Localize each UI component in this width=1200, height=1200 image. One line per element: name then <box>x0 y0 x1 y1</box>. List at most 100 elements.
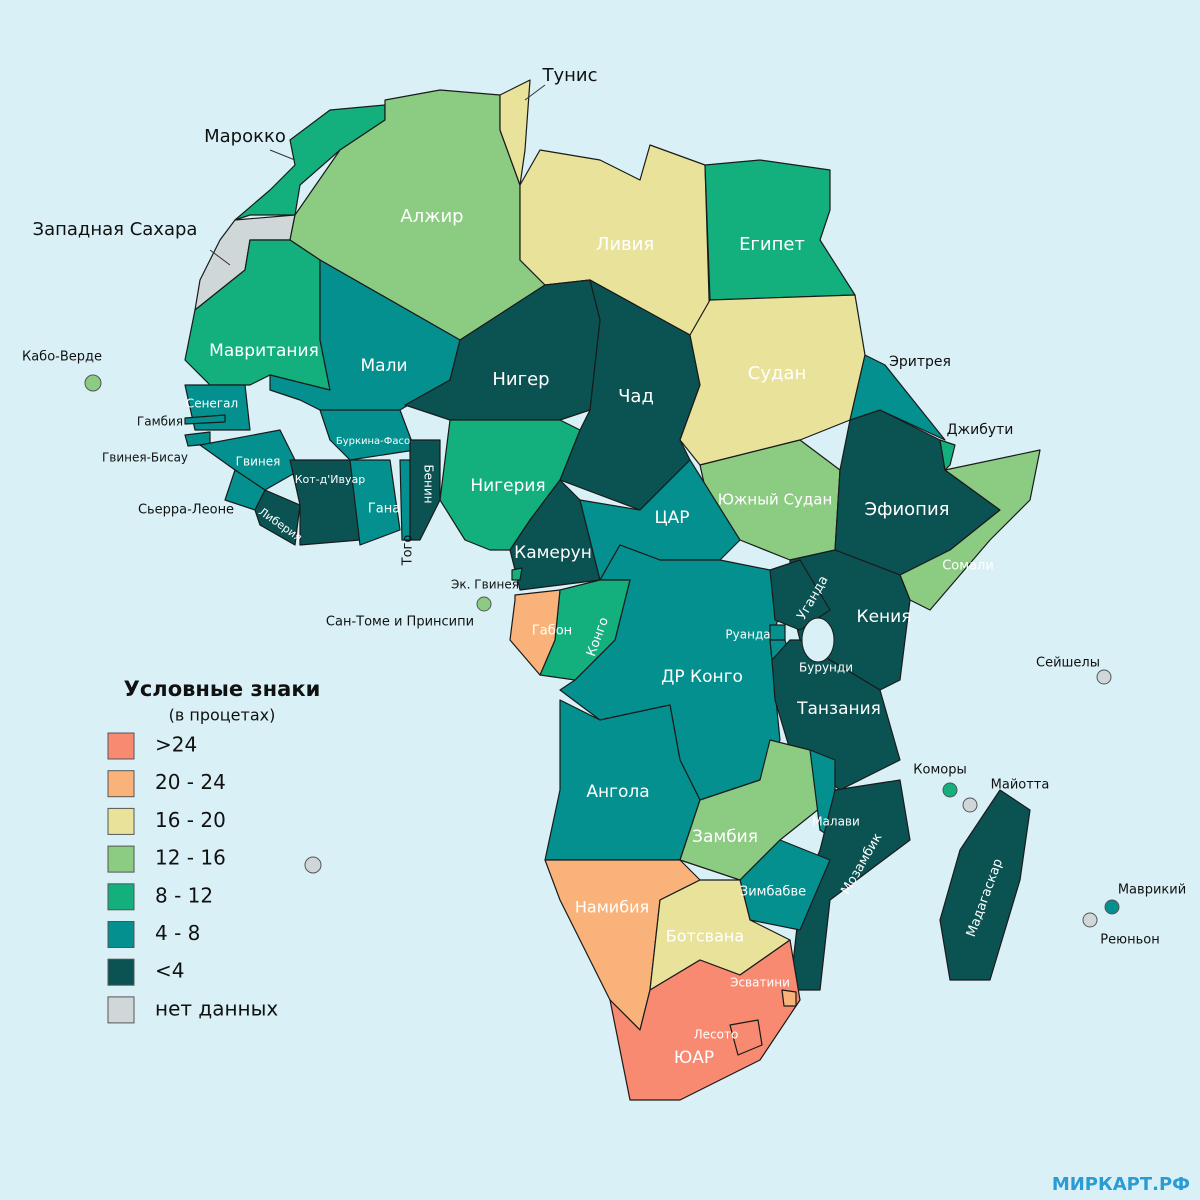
country-label: Южный Судан <box>718 491 833 509</box>
country-label: Коморы <box>913 763 966 778</box>
island <box>962 797 978 813</box>
country <box>184 239 331 391</box>
legend: Условные знаки (в процетах) >24 20 - 24 16… <box>107 677 321 1024</box>
country-label: Сан-Томе и Принсипи <box>326 615 474 630</box>
leader-line <box>209 249 231 266</box>
country <box>769 624 786 641</box>
country-label: Гвинея <box>236 455 281 469</box>
country <box>499 79 531 186</box>
country-label: Маврикий <box>1118 883 1186 898</box>
country-label: Лесото <box>694 1028 739 1042</box>
legend-swatch <box>107 732 135 760</box>
country-label: Нигер <box>492 369 549 390</box>
country-label: Бурунди <box>799 661 853 675</box>
country-label: Танзания <box>796 699 881 719</box>
country <box>199 429 301 491</box>
island <box>84 374 102 392</box>
legend-label: <4 <box>155 959 184 983</box>
legend-label: >24 <box>155 733 197 757</box>
legend-swatch <box>107 807 135 835</box>
country-label: Эритрея <box>889 354 951 370</box>
country <box>939 789 1031 981</box>
country <box>404 279 601 421</box>
legend-subtitle: (в процетах) <box>169 706 276 725</box>
country-label: Реюньон <box>1100 933 1159 948</box>
country-label: Мали <box>361 356 408 376</box>
country-label: Бенин <box>422 464 436 503</box>
country <box>609 939 801 1101</box>
legend-swatch <box>107 996 135 1024</box>
country-label: Руанда <box>725 628 770 642</box>
lake-victoria <box>801 617 835 663</box>
country <box>399 459 411 541</box>
country-label: Чад <box>618 386 654 407</box>
country-label: Габон <box>532 624 572 639</box>
country-label: Эк. Гвинея <box>451 578 519 592</box>
legend-label: 16 - 20 <box>155 808 226 832</box>
legend-swatch <box>107 921 135 948</box>
country-label: Гвинея-Бисау <box>102 451 188 465</box>
legend-label: 4 - 8 <box>155 921 200 945</box>
country-label: Буркина-Фасо <box>336 436 410 447</box>
country-label: ЦАР <box>654 508 689 528</box>
country-label: Ботсвана <box>666 927 744 946</box>
country <box>349 459 401 546</box>
country <box>319 409 416 461</box>
country-label: Гана <box>368 502 400 517</box>
country <box>781 989 797 1007</box>
island <box>1082 912 1098 928</box>
legend-swatch <box>107 770 135 798</box>
island <box>476 596 492 612</box>
country-label: Камерун <box>514 543 592 563</box>
country <box>409 439 441 541</box>
countries <box>84 79 1120 1101</box>
country-label: Зимбабве <box>740 885 806 900</box>
country-label: Гамбия <box>137 415 183 429</box>
leader-line <box>524 84 546 101</box>
country-label: Того <box>401 535 416 567</box>
legend-label: 8 - 12 <box>155 883 213 907</box>
country-label: Сейшелы <box>1036 656 1100 671</box>
legend-label: нет данных <box>155 996 278 1020</box>
legend-swatch <box>107 958 135 986</box>
country-label: Сенегал <box>186 397 238 411</box>
country-label: Замбия <box>692 827 758 847</box>
country <box>509 589 561 676</box>
island <box>942 782 958 798</box>
country-label: Эфиопия <box>865 499 950 520</box>
country-label: Мавритания <box>209 341 319 361</box>
country-label: Сомали <box>942 559 994 574</box>
country-label: Майотта <box>991 778 1050 793</box>
country-label: ЮАР <box>674 1048 714 1068</box>
country <box>729 1019 763 1056</box>
country <box>234 104 386 221</box>
country-label: Малави <box>812 815 860 829</box>
country <box>511 567 523 581</box>
country-label: Джибути <box>947 422 1014 438</box>
country-label: Нигерия <box>470 476 545 496</box>
country <box>939 439 956 471</box>
country-label: ДР Конго <box>661 667 743 687</box>
watermark: МИРКАРТ.РФ <box>1052 1174 1190 1195</box>
country-label: Алжир <box>400 206 463 227</box>
island <box>1104 899 1120 915</box>
legend-swatch <box>107 845 135 873</box>
country-label: Намибия <box>575 898 649 917</box>
country-label: Ангола <box>586 782 649 802</box>
country-label: Египет <box>739 234 805 255</box>
legend-title: Условные знаки <box>124 677 321 701</box>
country <box>254 489 301 546</box>
country <box>849 354 946 441</box>
country-label: Марокко <box>204 126 286 147</box>
country <box>899 449 1041 611</box>
country-label: Судан <box>748 363 806 384</box>
legend-label: 12 - 16 <box>155 846 226 870</box>
country-label: Западная Сахара <box>33 219 198 240</box>
island <box>1096 669 1112 685</box>
country-label: Кения <box>857 607 912 627</box>
country-label: Кабо-Верде <box>22 350 102 365</box>
legend-swatch <box>107 883 135 911</box>
island <box>304 856 322 874</box>
country-label: Кот-д'Ивуар <box>295 473 366 486</box>
country <box>184 414 226 425</box>
